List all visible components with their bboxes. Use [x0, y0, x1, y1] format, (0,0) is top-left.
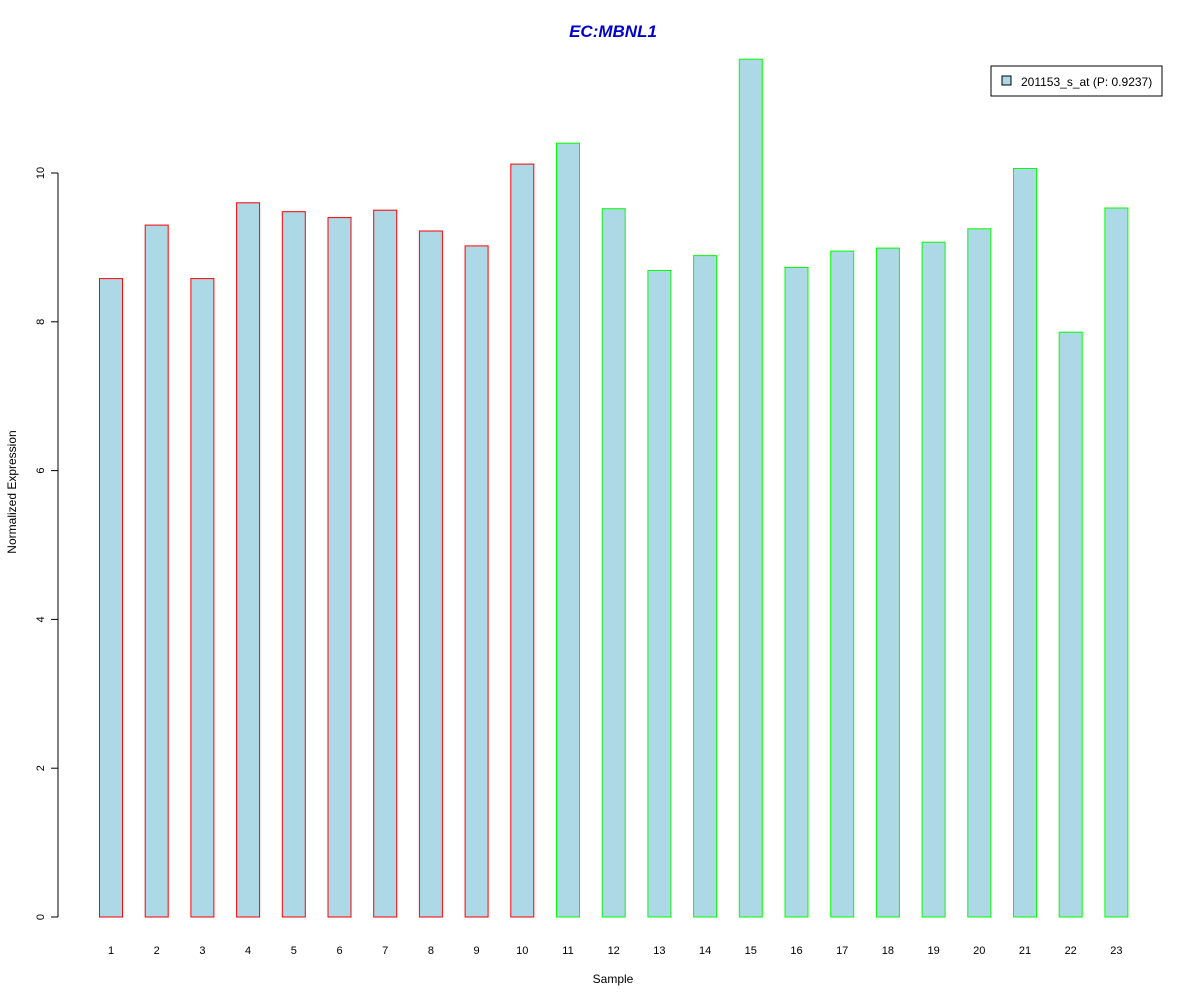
x-tick-label: 2	[154, 945, 160, 957]
x-tick-label: 14	[699, 945, 711, 957]
bar-sample-8	[418, 230, 443, 918]
bar-sample-10	[510, 163, 535, 918]
bar-sample-4	[236, 202, 261, 918]
bar-sample-11	[556, 142, 580, 918]
legend-box	[990, 65, 1163, 97]
bar-sample-14	[693, 255, 718, 918]
bar-sample-3	[190, 278, 215, 918]
bar-sample-13	[647, 270, 672, 918]
bar-sample-5	[281, 211, 306, 918]
y-axis-label: Normalized Expression	[5, 430, 19, 553]
legend-label: 201153_s_at (P: 0.9237)	[1021, 75, 1152, 89]
x-tick-label: 15	[745, 945, 757, 957]
bar-sample-23	[1104, 207, 1129, 918]
x-tick-label: 4	[245, 945, 251, 957]
bar-sample-12	[601, 208, 626, 918]
bar-sample-2	[144, 224, 169, 918]
x-tick-label: 6	[336, 945, 342, 957]
bar-sample-19	[921, 241, 946, 918]
legend: 201153_s_at (P: 0.9237)	[990, 65, 1163, 97]
x-tick-label: 1	[108, 945, 114, 957]
chart-title: EC:MBNL1	[569, 22, 657, 41]
x-tick-label: 13	[653, 945, 665, 957]
x-tick-label: 23	[1110, 945, 1122, 957]
bars	[99, 58, 1129, 918]
y-tick-label: 0	[35, 914, 47, 920]
x-tick-labels: 1 2 3 4 5 6 7 8 9 10 11 12 13 14 15 16 17 18 19 20 21 22 23	[108, 945, 1123, 957]
x-tick-label: 12	[608, 945, 620, 957]
x-tick-label: 9	[474, 945, 480, 957]
y-tick-label: 8	[35, 319, 47, 325]
bar-sample-17	[830, 250, 855, 918]
y-tick-label: 6	[35, 468, 47, 474]
bar-sample-22	[1058, 331, 1083, 918]
bar-sample-15	[738, 58, 763, 918]
x-tick-label: 18	[882, 945, 894, 957]
x-tick-label: 10	[516, 945, 528, 957]
bar-sample-18	[875, 247, 900, 918]
bar-sample-16	[784, 267, 809, 918]
x-tick-label: 22	[1065, 945, 1077, 957]
x-tick-label: 20	[973, 945, 985, 957]
y-tick-label: 10	[35, 167, 47, 179]
x-tick-label: 3	[199, 945, 205, 957]
bar-sample-9	[464, 245, 489, 918]
bar-sample-7	[373, 209, 398, 918]
bar-sample-6	[327, 217, 352, 918]
x-axis-label: Sample	[593, 972, 634, 986]
bar-sample-21	[1013, 168, 1037, 918]
x-tick-label: 16	[790, 945, 802, 957]
x-tick-label: 7	[382, 945, 388, 957]
x-tick-label: 5	[291, 945, 297, 957]
x-tick-label: 19	[927, 945, 939, 957]
y-tick-label: 2	[35, 765, 47, 771]
x-tick-label: 17	[836, 945, 848, 957]
y-axis: 0 2 4 6 8 10	[35, 167, 59, 920]
bar-sample-1	[99, 278, 123, 918]
x-tick-label: 8	[428, 945, 434, 957]
legend-swatch	[1001, 75, 1012, 86]
y-tick-label: 4	[35, 616, 47, 622]
x-tick-label: 21	[1019, 945, 1031, 957]
bar-sample-20	[967, 228, 992, 918]
x-tick-label: 11	[562, 945, 573, 957]
